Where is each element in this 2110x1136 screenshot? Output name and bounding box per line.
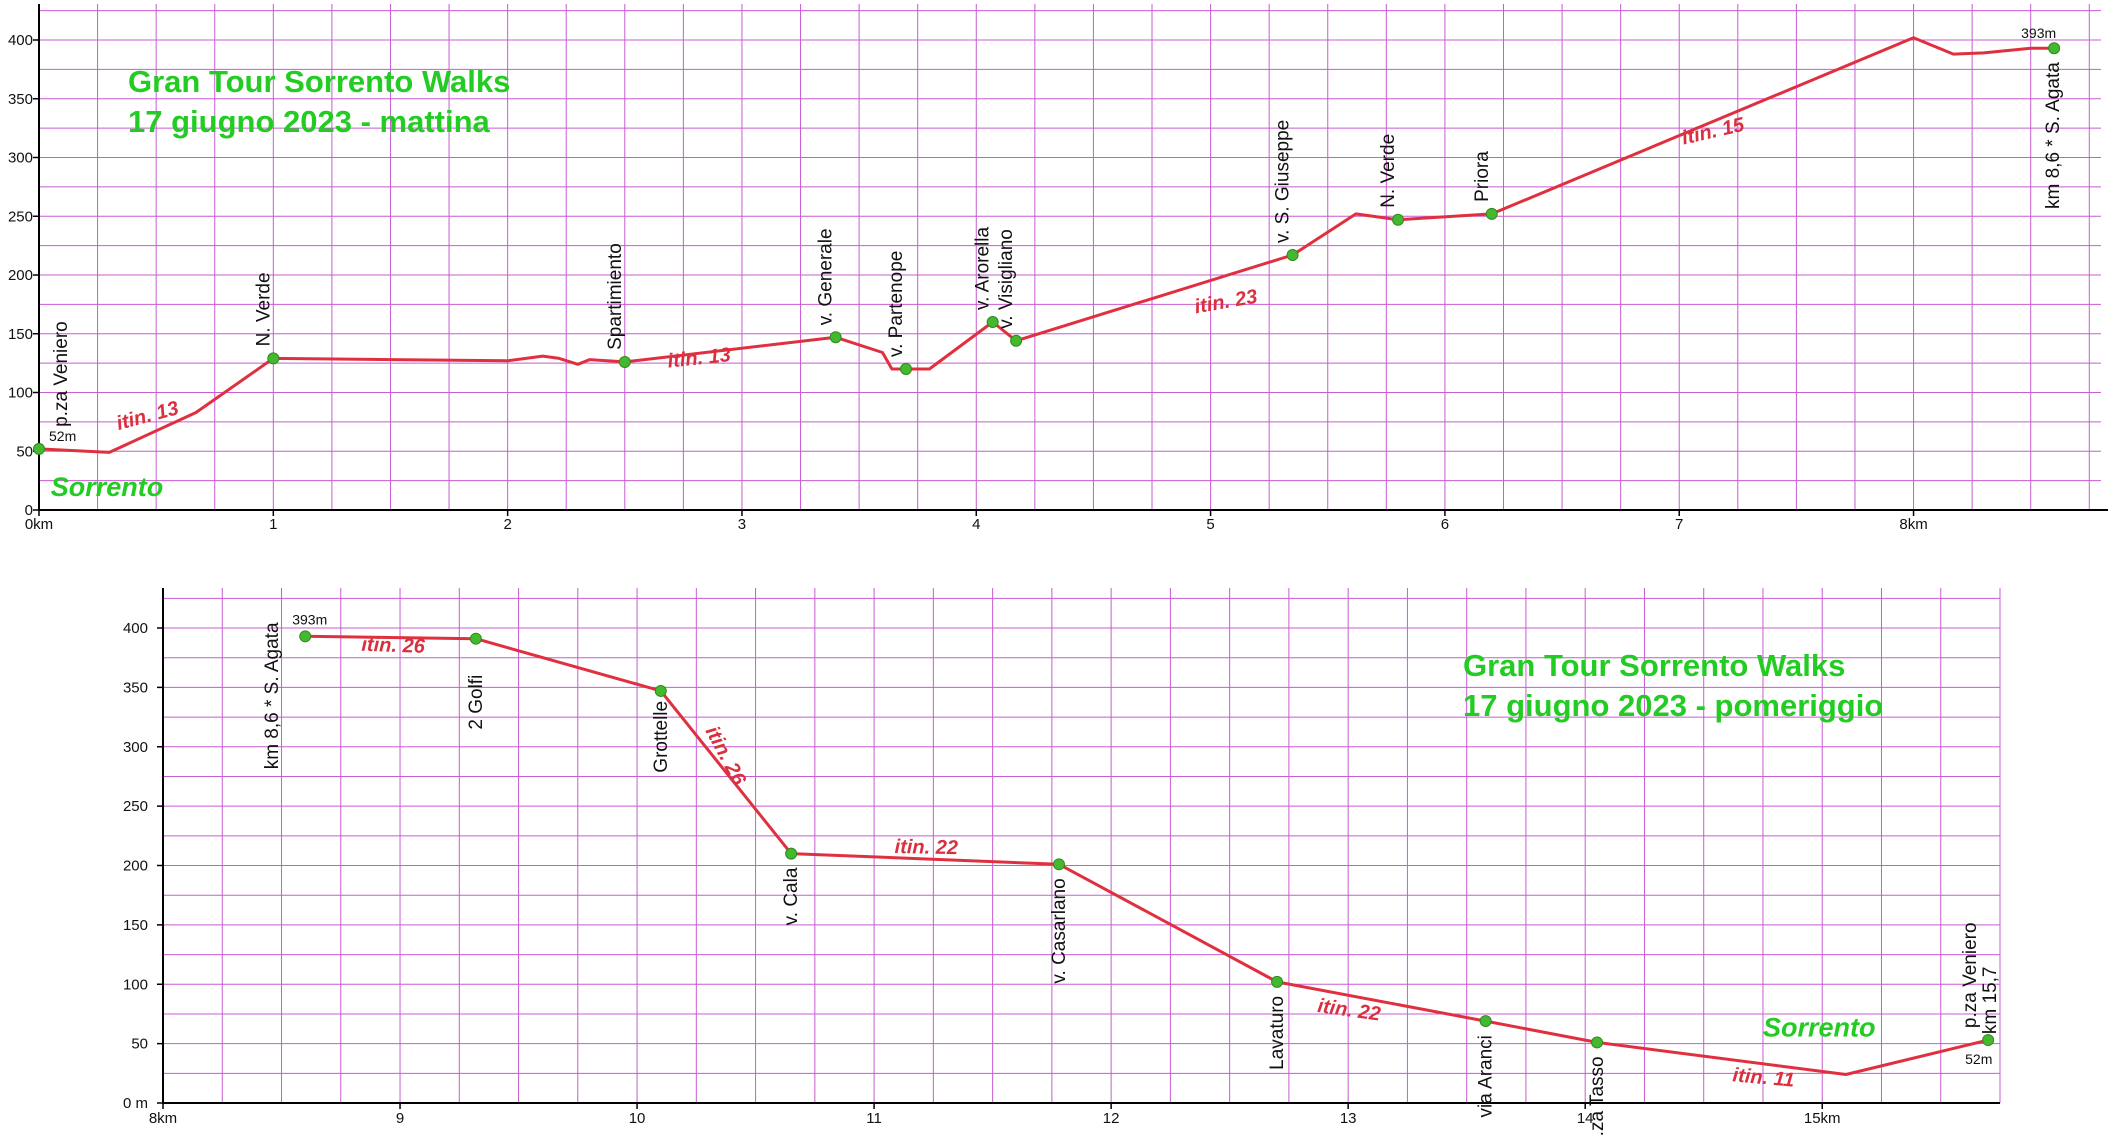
x-tick-label: 7 xyxy=(1675,516,1683,533)
waypoint-marker xyxy=(1271,975,1284,988)
waypoint-marker xyxy=(1479,1015,1492,1028)
x-tick-label: 1 xyxy=(269,516,277,533)
elevation-profile-line xyxy=(305,634,1989,1076)
waypoint-marker xyxy=(1982,1034,1995,1047)
y-tick-label: 50 xyxy=(16,443,33,460)
waypoint-label: p.za Veniero xyxy=(51,321,72,427)
chart-subtitle: 17 giugno 2023 - mattina xyxy=(128,104,491,139)
itinerary-label: itin. 13 xyxy=(114,397,181,435)
y-tick-label: 200 xyxy=(8,267,33,284)
waypoint-marker xyxy=(2048,42,2061,55)
waypoint-marker xyxy=(33,442,45,455)
y-tick-label: 350 xyxy=(8,91,33,108)
elevation-label: 52m xyxy=(49,428,76,444)
x-tick-label: 6 xyxy=(1441,516,1449,533)
waypoint-label: 2 Golfi xyxy=(466,675,487,730)
x-tick-label: 10 xyxy=(629,1110,646,1127)
waypoint-km-label: km 15,7 xyxy=(1980,967,2001,1035)
x-tick-label: 4 xyxy=(972,516,980,533)
place-label-sorrento: Sorrento xyxy=(51,472,164,502)
itinerary-label: itin. 22 xyxy=(894,836,958,859)
itinerary-label: itin. 26 xyxy=(701,723,751,790)
itinerary-label: itin. 11 xyxy=(1732,1064,1796,1091)
waypoint-marker xyxy=(1010,334,1023,347)
waypoint-label: N. Verde xyxy=(1378,134,1399,208)
waypoint-label: p.za Veniero xyxy=(1960,922,1981,1028)
y-tick-label: 250 xyxy=(8,208,33,225)
waypoint-marker xyxy=(1392,213,1405,226)
chart-subtitle: 17 giugno 2023 - pomeriggio xyxy=(1463,688,1883,723)
y-tick-label: 200 xyxy=(123,858,148,875)
y-tick-label: 250 xyxy=(123,798,148,815)
waypoint-marker xyxy=(829,331,842,344)
y-tick-label: 50 xyxy=(131,1036,148,1053)
waypoint-marker xyxy=(1286,249,1299,262)
y-tick-label: 100 xyxy=(123,976,148,993)
y-tick-label: 300 xyxy=(123,739,148,756)
waypoint-label: v. Casarlano xyxy=(1049,878,1070,983)
x-tick-label: 3 xyxy=(738,516,746,533)
waypoint-label: p.za Tasso xyxy=(1587,1056,1608,1136)
itinerary-label: itin. 15 xyxy=(1680,114,1748,150)
chart-title: Gran Tour Sorrento Walks xyxy=(1463,648,1845,683)
y-tick-label: 350 xyxy=(123,679,148,696)
waypoint-label: km 8,6 * S. Agata xyxy=(262,622,283,769)
waypoint-label: v. S. Giuseppe xyxy=(1273,120,1294,243)
y-tick-label: 400 xyxy=(123,620,148,637)
waypoint-label: Priora xyxy=(1472,151,1493,202)
y-tick-label: 400 xyxy=(8,32,33,49)
y-tick-label: 100 xyxy=(8,385,33,402)
waypoint-marker xyxy=(469,632,482,645)
waypoint-marker xyxy=(267,352,280,365)
y-tick-label: 0 xyxy=(25,502,33,519)
waypoint-label: v. Partenope xyxy=(886,251,907,357)
place-label-sorrento: Sorrento xyxy=(1763,1013,1876,1043)
elevation-chart-morning: 0km 1 2 3 4 5 6 7 8km 0 50 100 150 200 250 300 350 400 Gra… xyxy=(8,4,2108,533)
waypoint-label: Spartimiento xyxy=(605,243,626,350)
elevation-label: 393m xyxy=(2021,25,2056,41)
y-tick-label: 150 xyxy=(123,917,148,934)
waypoint-label: via Aranci xyxy=(1476,1035,1497,1117)
waypoint-marker xyxy=(618,355,631,368)
itinerary-label: itin. 26 xyxy=(361,634,426,658)
waypoint-label: v. Cala xyxy=(781,867,802,925)
elevation-label: 52m xyxy=(1965,1051,1992,1067)
elevation-chart-afternoon: 8km 9 10 11 12 13 14 15km 0 m 50 100 150 200 250 300 35… xyxy=(123,588,2001,1136)
x-tick-label: 2 xyxy=(503,516,511,533)
waypoint-marker xyxy=(299,630,312,643)
x-tick-label: 8km xyxy=(1899,516,1927,533)
elevation-profile-line xyxy=(38,36,2055,454)
waypoint-marker xyxy=(785,847,798,860)
chart-title: Gran Tour Sorrento Walks xyxy=(128,64,510,99)
waypoint-marker xyxy=(1591,1036,1604,1049)
waypoint-marker xyxy=(1485,207,1498,220)
y-tick-label: 300 xyxy=(8,150,33,167)
itinerary-label: itin. 23 xyxy=(1193,286,1259,319)
elevation-label: 393m xyxy=(292,611,327,627)
waypoint-marker xyxy=(986,316,999,328)
x-tick-label: 12 xyxy=(1103,1110,1120,1127)
waypoint-marker xyxy=(899,363,912,375)
waypoint-marker xyxy=(654,684,667,697)
waypoint-label: v. Visigliano xyxy=(996,229,1017,329)
x-tick-label: 8km xyxy=(149,1110,177,1127)
x-tick-label: 11 xyxy=(866,1110,882,1127)
x-tick-label: 14 xyxy=(1577,1110,1594,1127)
itinerary-label: itin. 13 xyxy=(667,344,732,373)
waypoint-label: v. Generale xyxy=(816,228,837,325)
waypoint-label: N. Verde xyxy=(253,272,274,346)
waypoint-label: v. Arorella xyxy=(973,226,994,310)
x-tick-label: 5 xyxy=(1206,516,1214,533)
waypoint-label: Lavaturo xyxy=(1267,996,1288,1070)
waypoint-marker xyxy=(1052,858,1065,871)
y-tick-label: 150 xyxy=(8,326,33,343)
waypoint-label: Grottelle xyxy=(651,701,672,773)
x-tick-label: 15km xyxy=(1804,1110,1841,1127)
x-tick-label: 0km xyxy=(25,516,53,533)
x-tick-label: 13 xyxy=(1340,1110,1357,1127)
y-tick-label: 0 m xyxy=(123,1095,148,1112)
waypoint-label: km 8,6 * S. Agata xyxy=(2043,62,2064,209)
x-tick-label: 9 xyxy=(396,1110,404,1127)
